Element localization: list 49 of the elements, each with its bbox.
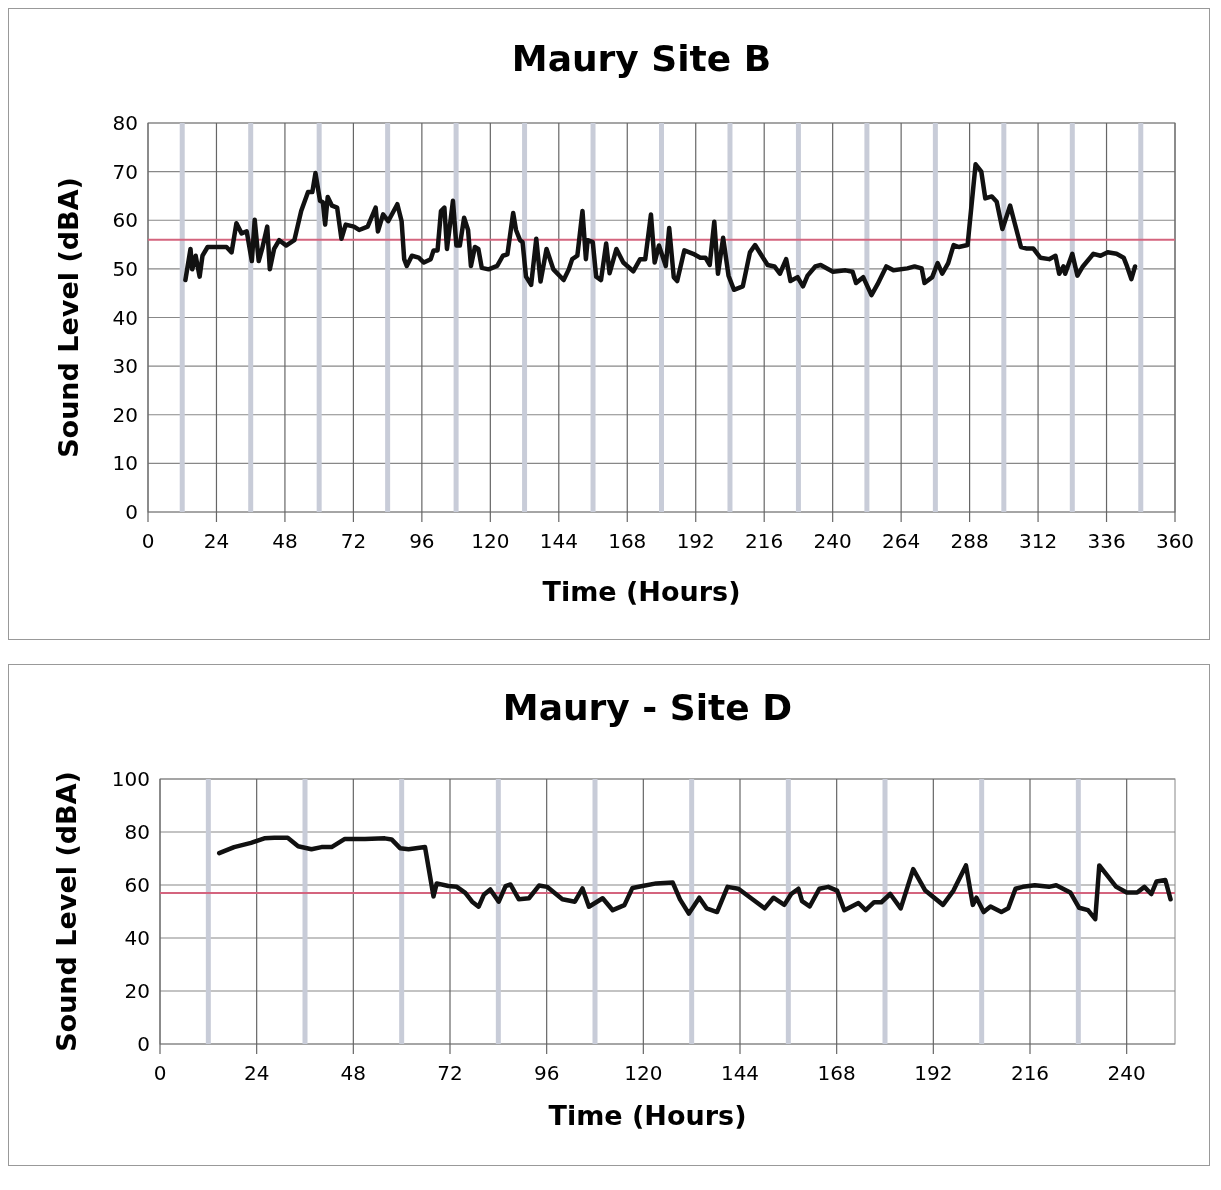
y-tick-label: 80 xyxy=(124,820,150,844)
x-tick-label: 96 xyxy=(533,1061,560,1085)
chart-title: Maury - Site D xyxy=(502,687,793,728)
x-tick-label: 312 xyxy=(1018,529,1058,553)
x-axis-title: Time (Hours) xyxy=(548,1100,747,1131)
y-tick-label: 30 xyxy=(112,354,138,379)
x-tick-label: 264 xyxy=(882,529,921,553)
line-series xyxy=(216,835,1173,922)
y-tick-label: 20 xyxy=(124,979,150,1003)
y-tick-label: 40 xyxy=(112,305,138,330)
x-tick-label: 96 xyxy=(409,529,435,553)
x-tick-label: 48 xyxy=(340,1061,367,1085)
y-tick-label: 50 xyxy=(112,256,138,281)
x-tick-label: 144 xyxy=(720,1061,760,1085)
y-tick-label: 60 xyxy=(124,873,150,897)
y-tick-label: 60 xyxy=(112,208,138,233)
line-series xyxy=(183,162,1138,298)
y-axis-title: Sound Level (dBA) xyxy=(51,771,83,1052)
x-tick-label: 48 xyxy=(272,529,298,553)
x-tick-label: 168 xyxy=(817,1061,856,1085)
x-tick-label: 240 xyxy=(1107,1061,1146,1085)
y-tick-label: 80 xyxy=(112,111,138,135)
x-tick-label: 240 xyxy=(813,529,852,553)
y-tick-label: 0 xyxy=(137,1032,150,1056)
x-tick-label: 24 xyxy=(203,529,230,553)
x-tick-label: 24 xyxy=(243,1061,270,1085)
y-tick-label: 0 xyxy=(125,500,138,524)
x-axis-title: Time (Hours) xyxy=(542,576,741,607)
x-tick-label: 120 xyxy=(471,529,510,553)
x-tick-label: 72 xyxy=(340,529,367,553)
x-tick-label: 0 xyxy=(153,1061,167,1085)
x-tick-label: 288 xyxy=(950,529,989,553)
x-tick-label: 360 xyxy=(1155,529,1195,553)
x-tick-label: 168 xyxy=(608,529,647,553)
y-tick-label: 70 xyxy=(112,159,138,184)
x-tick-label: 72 xyxy=(437,1061,463,1085)
x-tick-label: 192 xyxy=(914,1061,953,1085)
chart-title: Maury Site B xyxy=(511,38,772,79)
x-tick-label: 144 xyxy=(539,529,578,553)
y-axis-title: Sound Level (dBA) xyxy=(53,177,85,458)
x-tick-label: 336 xyxy=(1087,529,1126,553)
y-tick-label: 40 xyxy=(124,926,150,950)
y-tick-label: 10 xyxy=(112,451,138,476)
y-tick-label: 20 xyxy=(112,402,138,427)
y-tick-label: 100 xyxy=(111,767,150,791)
x-tick-label: 216 xyxy=(745,529,784,553)
x-tick-label: 192 xyxy=(676,529,715,553)
x-tick-label: 216 xyxy=(1010,1061,1050,1085)
x-tick-label: 120 xyxy=(624,1061,663,1085)
